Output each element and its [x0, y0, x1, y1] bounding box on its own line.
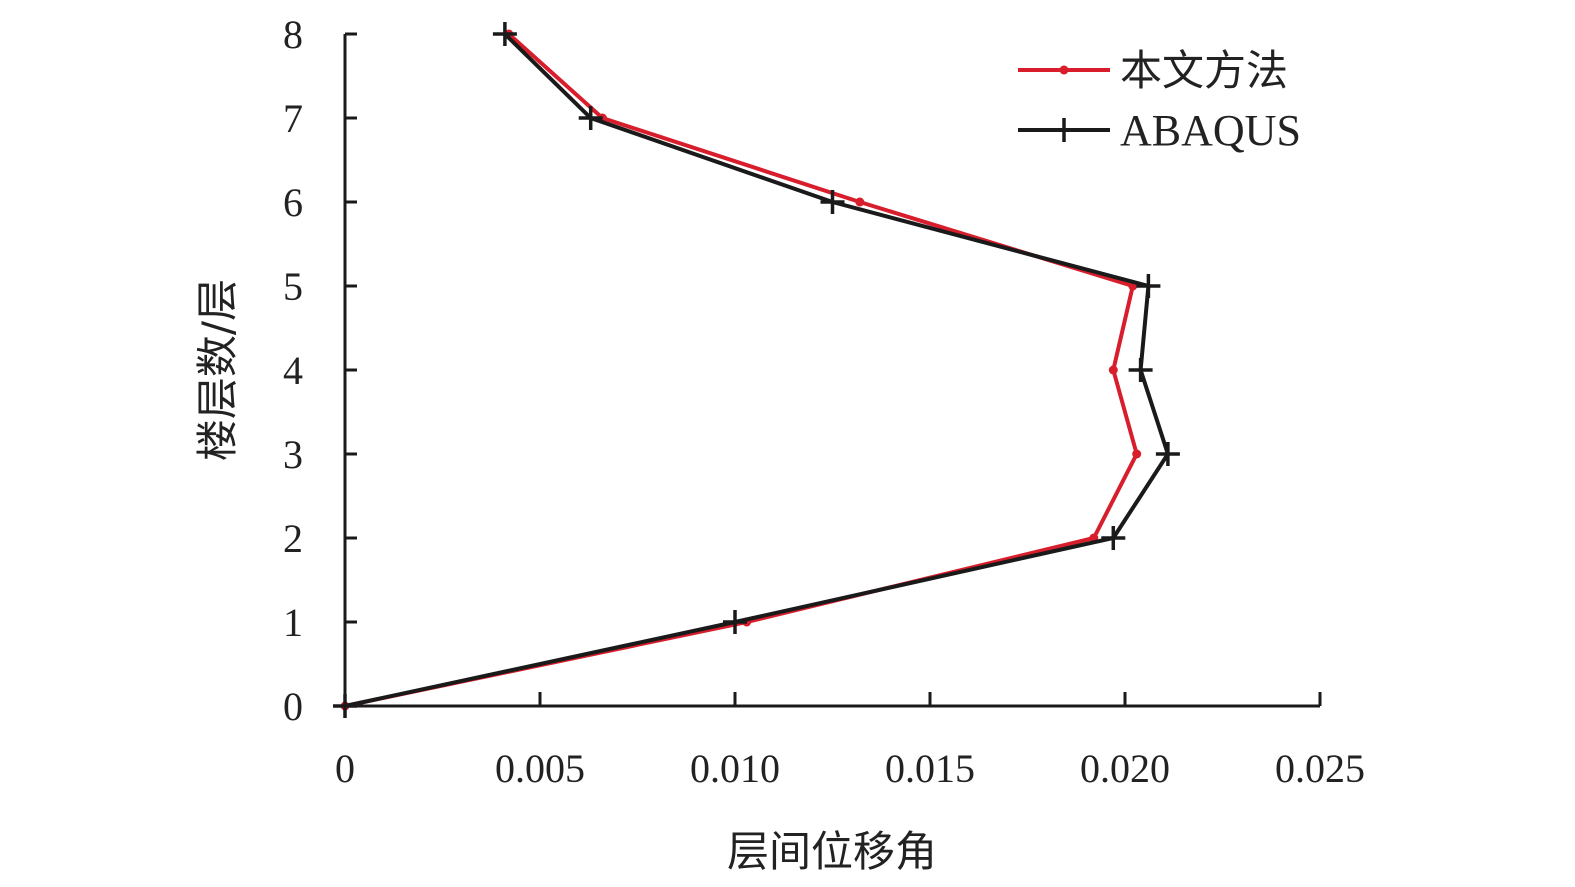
- data-point-plus: [1136, 274, 1161, 298]
- data-point-plus: [1155, 442, 1180, 466]
- x-tick-label: 0.020: [1080, 746, 1170, 791]
- y-tick-label: 2: [283, 516, 303, 561]
- y-tick-label: 5: [283, 264, 303, 309]
- legend: 本文方法 ABAQUS: [1018, 46, 1301, 155]
- data-point-plus: [1052, 118, 1076, 142]
- legend-item: ABAQUS: [1018, 106, 1301, 155]
- data-point-plus: [333, 694, 357, 718]
- data-point-dot: [1132, 449, 1142, 459]
- plot-area: [333, 22, 1180, 718]
- x-tick-label: 0.005: [495, 746, 585, 791]
- data-point-dot: [1059, 65, 1069, 75]
- y-axis-title: 楼层数/层: [193, 279, 242, 461]
- x-tick-label: 0.010: [690, 746, 780, 791]
- y-tick-label: 0: [283, 684, 303, 729]
- y-tick-label: 7: [283, 96, 303, 141]
- x-tick-label: 0.025: [1275, 746, 1365, 791]
- data-point-plus: [723, 610, 747, 634]
- data-point-plus: [820, 190, 845, 214]
- data-point-dot: [855, 197, 865, 207]
- legend-item: 本文方法: [1018, 46, 1288, 95]
- legend-label: ABAQUS: [1120, 106, 1301, 155]
- legend-label: 本文方法: [1120, 46, 1288, 95]
- y-tick-label: 3: [283, 432, 303, 477]
- y-tick-label: 4: [283, 348, 303, 393]
- series-line-abaqus: [333, 22, 1180, 718]
- data-point-dot: [1108, 365, 1118, 375]
- data-point-plus: [1101, 526, 1126, 550]
- y-tick-label: 6: [283, 180, 303, 225]
- data-point-plus: [1128, 358, 1153, 382]
- x-axis-title: 层间位移角: [727, 827, 937, 876]
- x-tick-label: 0.015: [885, 746, 975, 791]
- series-path: [344, 32, 1139, 708]
- y-tick-label: 8: [283, 12, 303, 57]
- x-tick-label: 0: [335, 746, 355, 791]
- series-path: [344, 32, 1171, 708]
- data-point-plus: [492, 22, 517, 46]
- axis-ticks: 0 1 2 3 4 5 6 7 8 0 0.005 0.010 0.015 0.020 0.025: [283, 12, 1365, 791]
- data-point-plus: [578, 106, 603, 130]
- y-tick-label: 1: [283, 600, 303, 645]
